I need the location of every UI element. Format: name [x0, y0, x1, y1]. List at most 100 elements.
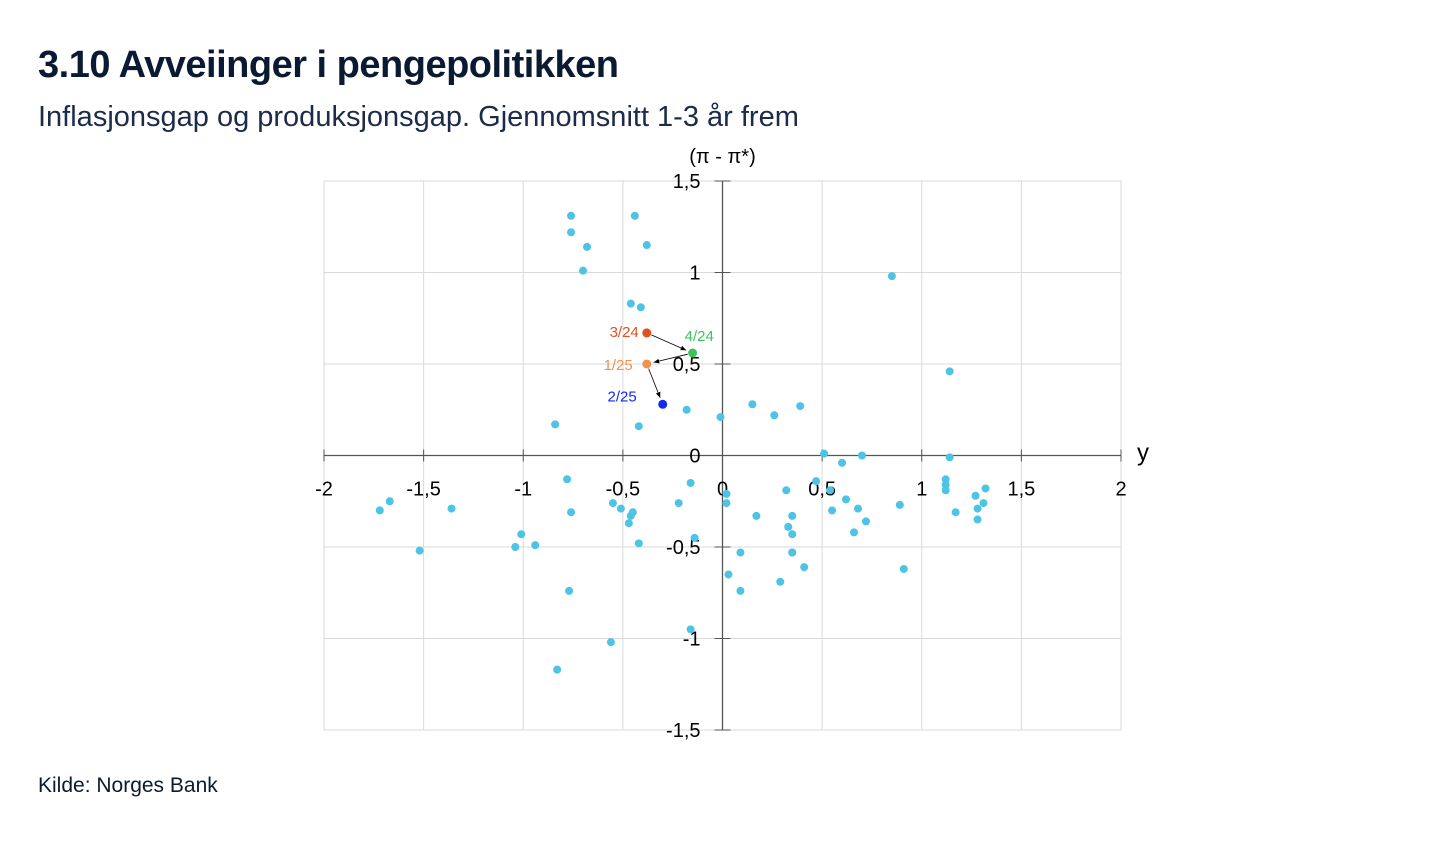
point-label: 4/24: [685, 328, 714, 345]
data-point: [812, 477, 821, 486]
data-point: [511, 543, 520, 551]
data-point: [861, 517, 870, 526]
data-point: [973, 504, 982, 513]
data-point: [945, 367, 954, 376]
x-tick-label: 0: [717, 479, 728, 501]
x-axis-label: y: [1137, 440, 1149, 467]
y-tick-label: 1,5: [673, 171, 701, 193]
data-point: [682, 405, 691, 414]
x-tick-label: 1: [916, 479, 927, 501]
y-axis-label: (π - π*): [689, 146, 755, 168]
data-point: [850, 528, 859, 537]
data-point: [973, 515, 982, 524]
data-point: [447, 504, 456, 513]
x-tick-label: -1,5: [406, 479, 440, 501]
data-point: [887, 272, 896, 281]
data-point: [784, 522, 793, 531]
x-tick-label: -2: [315, 479, 333, 501]
chart-title: 3.10 Avveiinger i pengepolitikken: [38, 44, 619, 86]
data-point: [842, 495, 851, 504]
data-point: [857, 451, 866, 460]
highlighted-point: [688, 348, 698, 358]
x-tick-label: -1: [514, 479, 532, 501]
data-point: [686, 625, 695, 634]
trajectory-arrow: [651, 334, 687, 351]
trajectory-arrow: [648, 368, 661, 398]
data-point: [736, 586, 745, 595]
point-label: 2/25: [608, 388, 637, 405]
x-tick-label: 2: [1115, 479, 1126, 501]
data-point: [686, 478, 695, 487]
data-point: [608, 499, 617, 508]
data-point: [748, 400, 757, 409]
data-point: [385, 497, 394, 506]
data-point: [583, 242, 592, 251]
data-point: [567, 228, 576, 237]
data-point: [690, 533, 699, 542]
data-point: [624, 519, 633, 528]
data-point: [826, 486, 835, 495]
highlighted-point: [642, 359, 652, 369]
data-point: [628, 508, 637, 517]
data-point: [565, 586, 574, 595]
data-point: [945, 453, 954, 462]
data-point: [853, 504, 862, 513]
data-point: [899, 564, 908, 573]
data-point: [415, 546, 424, 555]
data-point: [788, 548, 797, 557]
data-point: [375, 506, 384, 515]
point-label: 3/24: [610, 324, 639, 341]
data-point: [951, 508, 960, 517]
point-label: 1/25: [604, 357, 633, 374]
x-tick-label: -0,5: [606, 479, 640, 501]
data-point: [788, 511, 797, 520]
data-point: [722, 499, 731, 508]
data-point: [553, 665, 562, 674]
data-point: [782, 486, 791, 495]
data-point: [776, 577, 785, 586]
chart-subtitle: Inflasjonsgap og produksjonsgap. Gjennom…: [38, 101, 799, 133]
data-point: [642, 241, 651, 250]
data-point: [724, 570, 733, 579]
data-point: [579, 266, 588, 275]
data-point: [838, 458, 847, 467]
data-point: [634, 422, 643, 431]
data-point: [716, 413, 725, 422]
data-point: [796, 402, 805, 411]
data-point: [630, 211, 639, 220]
data-point: [563, 475, 572, 484]
data-point: [606, 638, 615, 647]
data-point: [941, 480, 950, 489]
data-point: [517, 530, 526, 539]
data-point: [722, 489, 731, 498]
data-point: [820, 449, 829, 458]
data-point: [788, 530, 797, 539]
y-tick-label: -0,5: [666, 537, 700, 559]
data-point: [941, 486, 950, 495]
data-point: [828, 506, 837, 515]
data-point: [971, 491, 980, 500]
data-point: [770, 411, 779, 420]
source-note: Kilde: Norges Bank: [38, 774, 218, 797]
data-point: [626, 299, 635, 308]
data-point: [567, 508, 576, 517]
data-point: [941, 475, 950, 484]
data-point: [736, 548, 745, 557]
data-point: [800, 563, 809, 572]
data-point: [551, 420, 560, 429]
data-point: [531, 541, 540, 550]
highlighted-point: [658, 399, 668, 409]
data-point: [567, 211, 576, 220]
y-tick-label: 0,5: [673, 354, 701, 376]
y-tick-label: -1: [683, 629, 701, 651]
data-point: [616, 504, 625, 513]
highlighted-point: [642, 328, 652, 338]
x-tick-label: 1,5: [1007, 479, 1035, 501]
y-tick-label: 0: [689, 446, 700, 468]
data-point: [634, 539, 643, 548]
data-point: [636, 303, 645, 312]
data-point: [979, 499, 988, 508]
data-point: [674, 499, 683, 508]
trajectory-arrow: [653, 353, 688, 364]
